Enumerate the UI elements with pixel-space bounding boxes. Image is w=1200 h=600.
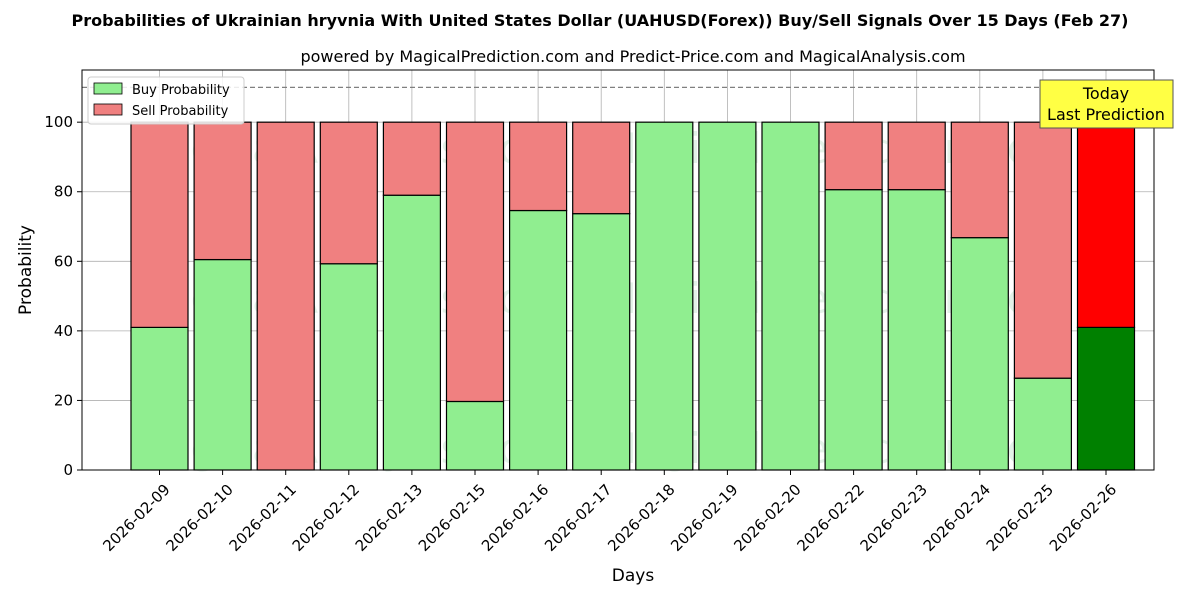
sell-bar: [950, 121, 1009, 239]
x-tick-label: 2026-02-09: [99, 481, 173, 555]
chart-title: Probabilities of Ukrainian hryvnia With …: [72, 11, 1129, 30]
sell-bar: [445, 121, 505, 403]
x-tick-label: 2026-02-17: [541, 481, 615, 555]
x-tick-label: 2026-02-15: [415, 481, 489, 555]
sell-bar: [1076, 121, 1136, 328]
sell-bar: [256, 121, 315, 471]
y-tick-label: 100: [44, 113, 73, 131]
x-tick-label: 2026-02-13: [352, 481, 426, 555]
x-tick-label: 2026-02-18: [604, 481, 678, 555]
buy-bar: [635, 121, 694, 471]
chart-subtitle: powered by MagicalPrediction.com and Pre…: [300, 47, 965, 66]
x-tick-label: 2026-02-11: [226, 481, 300, 555]
y-tick-label: 80: [54, 183, 73, 201]
buy-bar: [445, 400, 505, 471]
legend-buy-label: Buy Probability: [132, 83, 230, 98]
legend-box: [87, 76, 245, 125]
x-tick-label: 2026-02-24: [920, 481, 994, 555]
x-tick-label: 2026-02-16: [478, 481, 552, 555]
legend-sell-label: Sell Probability: [132, 104, 229, 119]
legend-buy-swatch: [93, 82, 123, 95]
buy-bar: [572, 213, 631, 471]
buy-bar: [824, 189, 883, 471]
sell-bar: [382, 121, 441, 196]
buy-bar: [698, 121, 757, 471]
buy-bar: [887, 189, 946, 471]
x-tick-label: 2026-02-19: [667, 481, 741, 555]
buy-bar: [319, 263, 378, 471]
sell-bar: [572, 121, 631, 215]
today-annotation-box: [1039, 79, 1174, 129]
x-tick-label: 2026-02-23: [857, 481, 931, 555]
bar-layer: [130, 121, 1136, 471]
today-annotation-line2: Last Prediction: [1047, 105, 1165, 124]
y-tick-label: 60: [54, 252, 73, 270]
x-tick-label: 2026-02-20: [730, 481, 804, 555]
buy-bar: [761, 121, 820, 471]
buy-bar: [193, 258, 252, 471]
legend-sell-swatch: [93, 103, 123, 116]
today-annotation-line1: Today: [1082, 84, 1129, 103]
sell-bar: [193, 121, 252, 261]
plot-frame: [81, 69, 1155, 471]
x-tick-label: 2026-02-22: [793, 481, 867, 555]
sell-bar: [887, 121, 946, 191]
x-tick-label: 2026-02-10: [162, 481, 236, 555]
sell-bar: [1013, 121, 1073, 379]
today-annotation: Today Last Prediction: [1039, 79, 1174, 129]
x-tick-label: 2026-02-25: [983, 481, 1057, 555]
sell-bar: [319, 121, 378, 265]
y-tick-label: 0: [63, 461, 73, 479]
y-tick-label: 20: [54, 391, 73, 409]
buy-bar: [1013, 377, 1073, 471]
sell-bar: [509, 121, 568, 212]
buy-bar: [130, 326, 189, 471]
buy-bar: [1076, 326, 1136, 471]
sell-bar: [824, 121, 883, 191]
sell-bar: [130, 121, 189, 328]
x-axis-label: Days: [612, 566, 655, 586]
buy-bar: [382, 194, 441, 471]
y-axis-label: Probability: [16, 225, 36, 315]
x-tick-label: 2026-02-26: [1046, 481, 1120, 555]
buy-bar: [950, 237, 1009, 471]
y-tick-label: 40: [54, 322, 73, 340]
legend: Buy Probability Sell Probability: [87, 76, 245, 125]
buy-bar: [509, 209, 568, 471]
x-tick-label: 2026-02-12: [289, 481, 363, 555]
